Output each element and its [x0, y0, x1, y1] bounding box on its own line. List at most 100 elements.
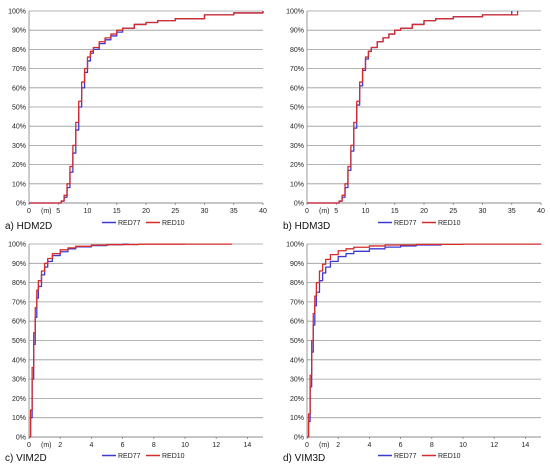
- x-tick-label: 10: [459, 442, 467, 449]
- y-tick-label: 80%: [12, 280, 26, 287]
- legend-label-red10: RED10: [438, 220, 461, 227]
- x-tick-label: 20: [420, 208, 428, 215]
- panel-label: c) VIM2D: [5, 453, 47, 464]
- series-line-red10: [307, 243, 542, 438]
- x-tick-label: 10: [181, 442, 189, 449]
- x-tick-label: 6: [399, 442, 403, 449]
- x-tick-label: 30: [201, 208, 209, 215]
- legend-label-red10: RED10: [162, 220, 185, 227]
- y-tick-label: 80%: [12, 47, 26, 54]
- y-tick-label: 60%: [12, 85, 26, 92]
- y-tick-label: 100%: [286, 242, 304, 249]
- y-tick-label: 20%: [290, 162, 304, 169]
- y-tick-label: 20%: [12, 162, 26, 169]
- x-unit-label: (m): [319, 208, 330, 215]
- x-tick-label: 10: [84, 208, 92, 215]
- y-tick-label: 90%: [290, 261, 304, 268]
- y-tick-label: 10%: [290, 181, 304, 188]
- y-tick-label: 0%: [294, 435, 304, 442]
- y-tick-label: 60%: [12, 319, 26, 326]
- x-tick-label: 8: [430, 442, 434, 449]
- x-tick-label: 14: [522, 442, 530, 449]
- x-tick-label: 0: [27, 208, 31, 215]
- y-tick-label: 50%: [290, 105, 304, 112]
- y-tick-label: 50%: [12, 338, 26, 345]
- x-tick-label: 15: [113, 208, 121, 215]
- x-unit-label: (m): [41, 208, 52, 215]
- y-tick-label: 70%: [12, 66, 26, 73]
- y-tick-label: 40%: [12, 357, 26, 364]
- y-tick-label: 90%: [12, 261, 26, 268]
- y-tick-label: 70%: [290, 66, 304, 73]
- y-tick-label: 40%: [12, 124, 26, 131]
- y-tick-label: 10%: [290, 415, 304, 422]
- y-tick-label: 0%: [294, 201, 304, 208]
- x-tick-label: 0: [27, 442, 31, 449]
- x-tick-label: 8: [152, 442, 156, 449]
- y-tick-label: 60%: [290, 319, 304, 326]
- chart-panel-4: 0% 10% 20% 30% 40% 50% 60% 70% 80% 90% 100% 0 2 4 6 8 10…: [283, 242, 542, 464]
- x-tick-label: 30: [479, 208, 487, 215]
- y-tick-label: 40%: [290, 124, 304, 131]
- y-tick-label: 50%: [12, 105, 26, 112]
- legend-label-red10: RED10: [162, 453, 185, 460]
- x-tick-label: 10: [362, 208, 370, 215]
- x-tick-label: 5: [334, 208, 338, 215]
- x-unit-label: (m): [41, 442, 52, 449]
- y-tick-label: 70%: [290, 299, 304, 306]
- chart-panel-3: 0% 10% 20% 30% 40% 50% 60% 70% 80% 90% 100% 0 2 4 6 8 10…: [5, 242, 263, 464]
- y-tick-label: 40%: [290, 357, 304, 364]
- panel-label: b) HDM3D: [283, 221, 330, 232]
- chart-panel-1: 0% 10% 20% 30% 40% 50% 60% 70% 80% 90% 100% 0 5 10 15 2…: [5, 9, 267, 233]
- y-tick-label: 0%: [16, 201, 26, 208]
- x-tick-label: 14: [244, 442, 252, 449]
- series-line-red10: [307, 11, 519, 204]
- y-tick-label: 50%: [290, 338, 304, 345]
- y-tick-label: 20%: [12, 396, 26, 403]
- chart-panel-2: 0% 10% 20% 30% 40% 50% 60% 70% 80% 90% 100% 0 5 10 15 2…: [283, 9, 545, 233]
- legend-label-red10: RED10: [438, 453, 461, 460]
- y-tick-label: 90%: [290, 28, 304, 35]
- y-tick-label: 30%: [12, 377, 26, 384]
- y-tick-label: 30%: [290, 143, 304, 150]
- x-tick-label: 0: [305, 442, 309, 449]
- x-tick-label: 25: [171, 208, 179, 215]
- y-tick-label: 70%: [12, 299, 26, 306]
- y-tick-label: 100%: [8, 9, 26, 16]
- x-tick-label: 0: [305, 208, 309, 215]
- legend-label-red77: RED77: [394, 220, 417, 227]
- y-tick-label: 60%: [290, 85, 304, 92]
- y-tick-label: 100%: [8, 242, 26, 249]
- legend-label-red77: RED77: [118, 220, 141, 227]
- panel-label: a) HDM2D: [5, 221, 52, 232]
- y-tick-label: 80%: [290, 280, 304, 287]
- x-tick-label: 12: [212, 442, 220, 449]
- x-tick-label: 40: [537, 208, 545, 215]
- y-tick-label: 10%: [12, 415, 26, 422]
- legend-label-red77: RED77: [394, 453, 417, 460]
- y-tick-label: 10%: [12, 181, 26, 188]
- y-tick-label: 90%: [12, 28, 26, 35]
- x-tick-label: 4: [367, 442, 371, 449]
- x-tick-label: 4: [89, 442, 93, 449]
- x-tick-label: 5: [56, 208, 60, 215]
- x-tick-label: 6: [121, 442, 125, 449]
- y-tick-label: 30%: [12, 143, 26, 150]
- x-tick-label: 25: [449, 208, 457, 215]
- y-tick-label: 30%: [290, 377, 304, 384]
- x-tick-label: 35: [230, 208, 238, 215]
- y-tick-label: 80%: [290, 47, 304, 54]
- legend-label-red77: RED77: [118, 453, 141, 460]
- x-tick-label: 40: [259, 208, 267, 215]
- series-line-red10: [29, 11, 264, 204]
- panel-label: d) VIM3D: [283, 453, 325, 464]
- x-tick-label: 2: [336, 442, 340, 449]
- x-tick-label: 12: [490, 442, 498, 449]
- x-tick-label: 2: [58, 442, 62, 449]
- x-tick-label: 35: [508, 208, 516, 215]
- series-line-red10: [29, 243, 233, 438]
- y-tick-label: 0%: [16, 435, 26, 442]
- x-tick-label: 15: [391, 208, 399, 215]
- x-unit-label: (m): [319, 442, 330, 449]
